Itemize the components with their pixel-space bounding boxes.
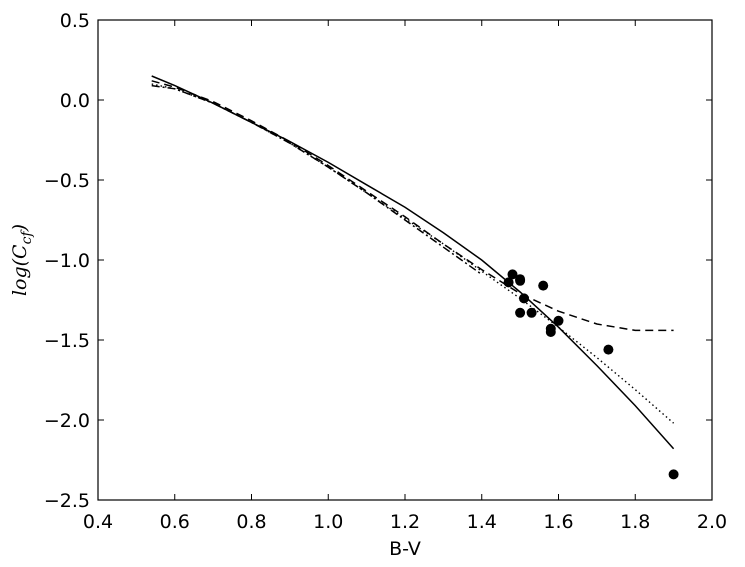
x-tick-label: 1.6 (543, 511, 573, 533)
curve-solid (151, 75, 675, 450)
data-point (538, 280, 549, 291)
data-point (526, 307, 537, 318)
y-axis-title-sub: cf (19, 229, 35, 245)
data-point (503, 277, 514, 288)
x-tick-label: 1.8 (620, 511, 650, 533)
x-tick-label: 2.0 (697, 511, 727, 533)
plot-frame (97, 19, 713, 501)
y-tick-label: −1.0 (44, 250, 90, 272)
y-tick-label: −1.5 (44, 330, 90, 352)
x-tick-label: 0.4 (83, 511, 113, 533)
tick-labels: 0.4 0.6 0.8 1.0 1.2 1.4 1.6 1.8 2.0 0.5 0.0 −0.5 −1.… (44, 10, 727, 533)
plot-content (151, 75, 679, 480)
y-tick-label: 0.5 (60, 10, 90, 32)
y-axis-title: log(Ccf) (9, 224, 35, 296)
x-tick-label: 1.4 (467, 511, 497, 533)
data-point (545, 327, 556, 337)
data-point (519, 293, 529, 304)
data-point (668, 469, 679, 480)
data-point (515, 307, 526, 318)
x-axis-title: B-V (389, 538, 421, 560)
data-point (515, 275, 526, 286)
y-tick-label: 0.0 (60, 90, 90, 112)
x-tick-label: 0.6 (160, 511, 190, 533)
y-axis-title-close: ) (9, 224, 31, 232)
curve-dashdot (151, 84, 483, 276)
y-tick-label: −2.0 (44, 410, 90, 432)
data-point (553, 315, 564, 326)
y-tick-label: −0.5 (44, 170, 90, 192)
x-tick-label: 1.0 (313, 511, 343, 533)
y-axis-title-main: log(C (9, 244, 31, 296)
data-point (603, 344, 614, 355)
x-tick-label: 1.2 (390, 511, 420, 533)
curve-dashed (151, 80, 674, 332)
curve-dotted (151, 83, 675, 424)
data-point (507, 269, 518, 280)
y-tick-label: −2.5 (44, 490, 90, 512)
x-tick-label: 0.8 (236, 511, 266, 533)
